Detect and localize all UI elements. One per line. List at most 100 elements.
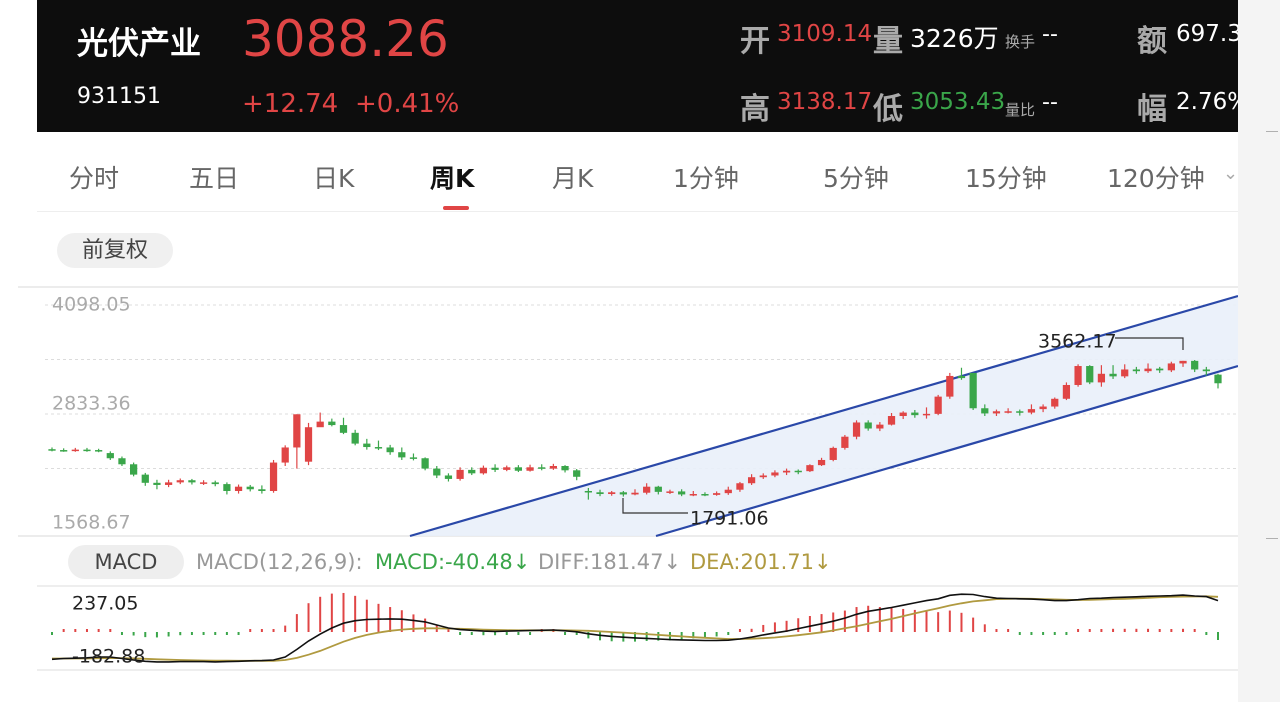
candle-body [584,490,592,493]
candle-body [887,416,896,425]
tab-monthly-k[interactable]: 月K [552,164,594,193]
candle-body [293,414,301,448]
macd-histogram-bar [587,632,590,639]
macd-histogram-bar [365,599,368,632]
volume-label: 量 [873,24,903,59]
macd-histogram-bar [377,603,380,632]
macd-histogram-bar [808,616,811,632]
macd-histogram-bar [459,632,462,635]
volume-ratio-value: -- [1042,90,1058,115]
macd-histogram-bar [1030,632,1033,635]
candle-body [363,443,371,448]
chevron-down-icon[interactable]: ⌄ [1223,163,1239,184]
macd-histogram-bar [1193,629,1196,632]
candle-body [1167,363,1175,371]
candle-body [153,482,161,485]
period-tabs: 分时 五日 日K 周K 月K 1分钟 5分钟 15分钟 120分钟 ⌄ [37,145,1238,212]
macd-histogram-bar [925,610,928,632]
candle-body [1121,369,1129,377]
macd-histogram-bar [657,632,660,641]
macd-histogram-bar [890,608,893,632]
macd-histogram-bar [785,620,788,632]
candle-body [433,468,441,476]
macd-histogram-bar [482,632,485,636]
candle-body [95,450,103,452]
candle-body [444,475,453,479]
high-value: 3138.17 [777,89,873,115]
tab-15-minute[interactable]: 15分钟 [965,164,1047,193]
macd-histogram-bar [1042,632,1045,635]
high-annotation-leader [1115,337,1184,350]
candle-body [164,482,173,485]
candle-body [724,489,732,494]
candle-body [619,492,627,495]
candle-body [794,470,802,473]
candle-body [631,492,639,495]
candle-body [678,491,686,495]
candle-body [1191,360,1199,370]
high-label: 高 [740,92,770,127]
tab-intraday[interactable]: 分时 [69,164,120,193]
tab-5-minute[interactable]: 5分钟 [823,164,889,193]
candle-body [118,458,126,465]
diff-line [51,593,1219,663]
candle-body [456,469,464,479]
macd-histogram-bar [1135,628,1138,632]
macd-histogram-bar [529,632,532,635]
tab-1-minute[interactable]: 1分钟 [673,164,739,193]
tab-daily-k[interactable]: 日K [313,164,355,193]
macd-histogram-bar [424,618,427,632]
tab-weekly-k[interactable]: 周K [430,164,475,193]
open-value: 3109.14 [777,21,873,47]
macd-histogram-bar [599,632,602,641]
macd-histogram-bar [1217,632,1219,640]
macd-histogram-bar [692,632,695,639]
indicator-selector-button[interactable]: MACD [68,545,184,579]
candle-body [1062,384,1071,399]
price-axis-label: 1568.67 [52,512,131,534]
macd-histogram-bar [634,632,636,642]
macd-histogram-bar [109,629,112,632]
price-change: +12.74 [242,89,339,119]
macd-histogram-bar [202,632,205,635]
macd-histogram-bar [1100,629,1103,632]
macd-histogram-bar [505,632,508,635]
price-axis-label: 2833.36 [52,393,131,415]
tab-five-day[interactable]: 五日 [189,164,240,193]
macd-histogram-bar [307,603,310,632]
candle-body [934,396,942,414]
candle-body [374,447,383,449]
macd-histogram-bar [155,632,158,638]
candle-body [759,475,767,478]
macd-histogram-bar [260,629,263,632]
price-change-percent: +0.41% [355,89,460,119]
stock-name: 光伏产业 [77,26,201,62]
candle-body [141,474,149,483]
low-value: 3053.43 [910,89,1006,115]
candle-body [258,489,266,491]
macd-histogram-bar [773,622,776,632]
candle-body [549,466,557,469]
candle-body [491,467,499,470]
macd-histogram-bar [1170,629,1173,632]
macd-histogram-bar [190,632,193,635]
macd-histogram-bar [1018,632,1021,635]
macd-histogram-bar [319,596,322,632]
candle-body [981,408,989,414]
candle-body [1109,373,1117,377]
tab-120-minute[interactable]: 120分钟 [1107,164,1205,193]
candle-body [829,447,837,460]
high-annotation: 3562.17 [1038,331,1117,353]
macd-histogram-bar [284,625,287,632]
candle-body [806,465,814,472]
candle-body [911,412,919,416]
macd-histogram-bar [1158,629,1161,632]
turnover-label: 换手 [1005,33,1036,51]
adjust-mode-button[interactable]: 前复权 [57,233,173,268]
lower-channel-line [655,364,1238,538]
macd-histogram-bar [62,629,65,632]
candle-body [1027,409,1036,413]
macd-histogram-bar [913,609,916,632]
amount-value: 697.3 [1176,21,1238,47]
candle-body [922,413,931,416]
